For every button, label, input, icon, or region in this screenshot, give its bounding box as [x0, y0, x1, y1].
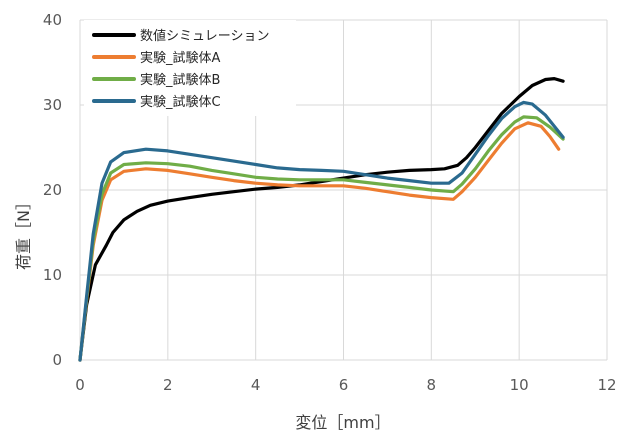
y-tick-label: 10	[43, 266, 62, 284]
y-tick-label: 20	[43, 181, 62, 199]
y-axis-title: 荷重［N］	[14, 194, 33, 270]
y-tick-label: 0	[52, 351, 62, 369]
series-line-2	[78, 121, 561, 362]
legend-label: 実験_試験体B	[140, 72, 220, 88]
x-tick-label: 6	[339, 376, 349, 394]
x-tick-labels: 0 2 4 6 8 10 12	[75, 376, 616, 394]
y-tick-label: 30	[43, 96, 62, 114]
x-tick-label: 4	[251, 376, 261, 394]
y-tick-labels: 0 10 20 30 40	[43, 11, 62, 369]
x-tick-label: 12	[597, 376, 616, 394]
x-tick-label: 2	[163, 376, 173, 394]
series-line-4	[78, 100, 565, 362]
series-line-3	[78, 115, 565, 362]
x-tick-label: 0	[75, 376, 85, 394]
y-tick-label: 40	[43, 11, 62, 29]
series-lines	[78, 77, 565, 362]
legend-label: 数値シミュレーション	[140, 28, 269, 44]
legend-label: 実験_試験体A	[140, 50, 221, 66]
x-tick-label: 10	[510, 376, 529, 394]
x-tick-label: 8	[427, 376, 437, 394]
legend-label: 実験_試験体C	[140, 94, 221, 110]
x-axis-title: 変位［mm］	[295, 413, 390, 432]
